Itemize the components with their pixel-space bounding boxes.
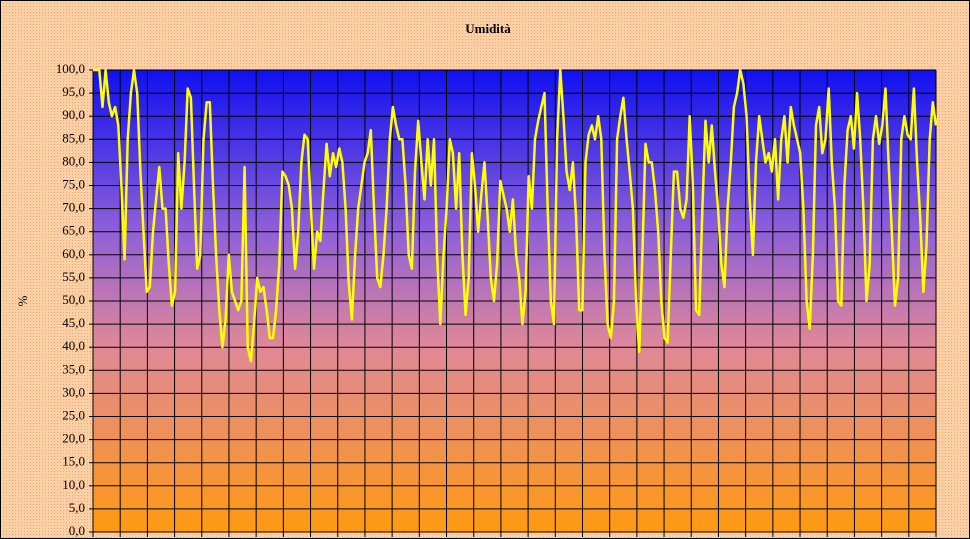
y-tick-label: 5,0 (69, 500, 85, 515)
y-tick-label: 55,0 (62, 269, 85, 284)
y-tick-label: 15,0 (62, 454, 85, 469)
y-tick-label: 40,0 (62, 338, 85, 353)
y-tick-label: 20,0 (62, 431, 85, 446)
y-tick-label: 30,0 (62, 384, 85, 399)
y-tick-label: 70,0 (62, 200, 85, 215)
y-tick-label: 35,0 (62, 361, 85, 376)
chart-title: Umidità (465, 21, 511, 36)
y-tick-label: 100,0 (56, 61, 85, 76)
y-tick-label: 60,0 (62, 246, 85, 261)
y-tick-label: 75,0 (62, 176, 85, 191)
humidity-line (93, 68, 938, 363)
y-tick-label: 0,0 (69, 523, 85, 538)
y-tick-label: 10,0 (62, 477, 85, 492)
y-tick-label: 80,0 (62, 153, 85, 168)
y-tick-label: 45,0 (62, 315, 85, 330)
y-tick-label: 50,0 (62, 292, 85, 307)
y-axis-label: % (15, 295, 30, 306)
y-tick-label: 90,0 (62, 107, 85, 122)
y-tick-label: 95,0 (62, 84, 85, 99)
y-tick-label: 65,0 (62, 223, 85, 238)
y-tick-label: 85,0 (62, 130, 85, 145)
y-tick-label: 25,0 (62, 407, 85, 422)
